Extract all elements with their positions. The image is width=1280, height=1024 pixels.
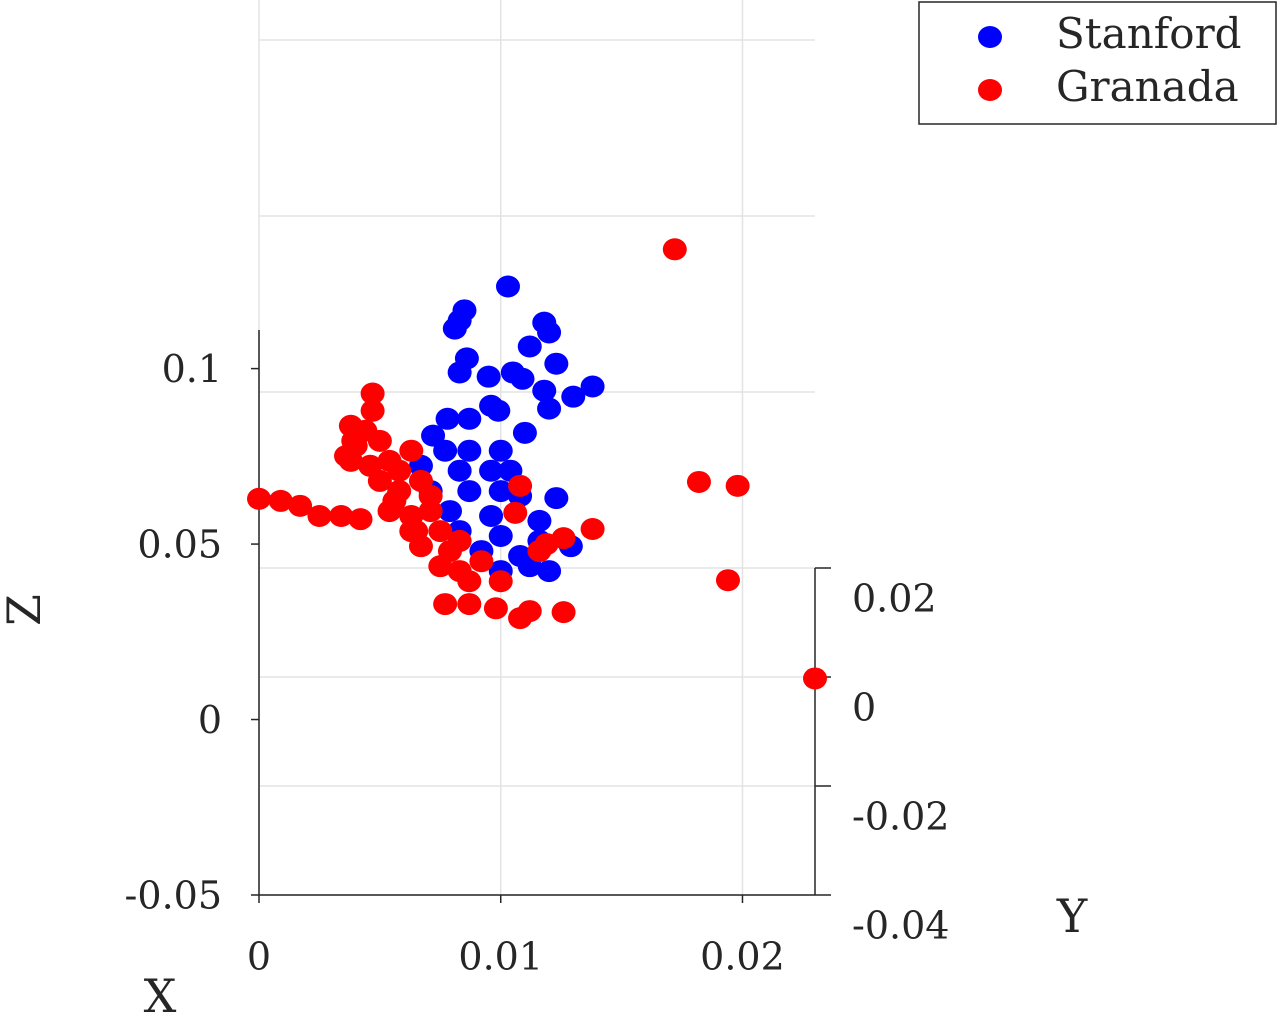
point xyxy=(428,555,453,578)
z-tick-label: 0.05 xyxy=(137,523,222,567)
point xyxy=(367,429,392,452)
point xyxy=(288,494,313,517)
point xyxy=(510,367,535,390)
point xyxy=(447,529,472,552)
point xyxy=(512,421,537,444)
legend-box xyxy=(918,1,1277,125)
z-tick-label: 0.1 xyxy=(162,347,222,391)
x-tick-label: 0.01 xyxy=(458,935,543,979)
point xyxy=(803,667,827,690)
points xyxy=(247,238,827,690)
point xyxy=(537,560,562,583)
legend-marker xyxy=(978,79,1002,101)
point xyxy=(725,474,750,497)
z-tick-label: -0.05 xyxy=(125,874,222,918)
point xyxy=(387,459,412,482)
point xyxy=(399,520,424,543)
point xyxy=(495,275,520,298)
y-axis-label: Y xyxy=(1056,889,1088,943)
point xyxy=(537,397,562,420)
point xyxy=(329,504,354,527)
point xyxy=(476,365,501,388)
x-tick-label: 0 xyxy=(247,935,271,979)
point xyxy=(486,399,511,422)
point xyxy=(307,504,332,527)
point xyxy=(551,527,576,550)
x-axis-label: X xyxy=(144,969,177,1023)
point xyxy=(447,361,472,384)
point xyxy=(488,439,513,462)
legend-label: Stanford xyxy=(1056,9,1242,58)
point xyxy=(367,469,392,492)
point xyxy=(561,385,586,408)
point xyxy=(527,509,552,532)
point xyxy=(447,459,472,482)
point xyxy=(457,480,482,503)
point xyxy=(360,382,385,405)
point xyxy=(715,569,740,592)
point xyxy=(268,489,293,512)
point xyxy=(662,238,687,261)
legend-label: Granada xyxy=(1056,62,1239,111)
point xyxy=(544,352,569,375)
point xyxy=(428,520,453,543)
point xyxy=(457,407,482,430)
x-tick-label: 0.02 xyxy=(700,935,785,979)
point xyxy=(517,600,542,623)
point xyxy=(442,317,467,340)
point xyxy=(544,487,569,510)
point xyxy=(483,597,508,620)
point xyxy=(418,484,443,507)
point xyxy=(433,593,458,616)
point xyxy=(517,335,542,358)
point xyxy=(433,439,458,462)
point xyxy=(686,470,711,493)
y-tick-label: 0 xyxy=(852,686,876,730)
y-tick-label: 0.02 xyxy=(852,577,937,621)
point xyxy=(457,570,482,593)
point xyxy=(334,444,359,467)
point xyxy=(488,480,513,503)
point xyxy=(479,459,504,482)
point xyxy=(527,540,552,563)
point xyxy=(551,601,576,624)
point xyxy=(382,489,407,512)
point xyxy=(508,474,533,497)
point xyxy=(537,321,562,344)
point xyxy=(479,504,504,527)
point xyxy=(503,501,528,524)
z-tick-label: 0 xyxy=(198,698,222,742)
point xyxy=(457,439,482,462)
point xyxy=(580,517,605,540)
point xyxy=(437,500,462,523)
legend-marker xyxy=(978,26,1002,48)
axes: 0 0.01 0.02 -0.05 0 0.05 0.1 -0.04 -0.02 0 0.02 xyxy=(125,330,949,979)
y-tick-label: -0.02 xyxy=(852,795,949,839)
point xyxy=(580,375,605,398)
point xyxy=(399,439,424,462)
point xyxy=(360,399,385,422)
point xyxy=(488,524,513,547)
point xyxy=(418,500,443,523)
point xyxy=(421,424,446,447)
point xyxy=(469,550,494,573)
point xyxy=(488,570,513,593)
point xyxy=(457,593,482,616)
point xyxy=(435,407,460,430)
point xyxy=(348,508,373,531)
z-axis-label: Z xyxy=(0,594,51,626)
point xyxy=(532,379,557,402)
y-tick-label: -0.04 xyxy=(852,904,949,948)
point xyxy=(247,487,271,510)
